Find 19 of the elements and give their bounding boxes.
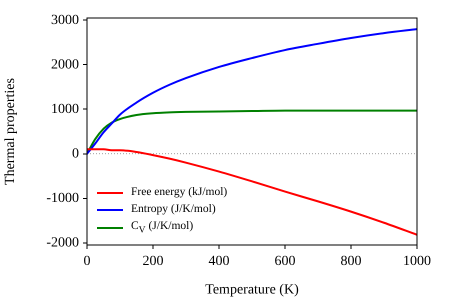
legend-label: Entropy (J/K/mol) bbox=[131, 202, 216, 217]
y-tick-label: 2000 bbox=[51, 57, 79, 72]
x-tick-label: 200 bbox=[142, 254, 164, 270]
x-axis-title: Temperature (K) bbox=[205, 282, 300, 298]
y-tick-label: 0 bbox=[72, 146, 79, 162]
line-series bbox=[87, 28, 417, 155]
x-tick-label: 1000 bbox=[403, 254, 431, 270]
x-tick-label: 800 bbox=[340, 254, 362, 270]
y-tick-label: -2000 bbox=[46, 235, 79, 250]
y-tick-label: -1000 bbox=[46, 190, 79, 206]
y-tick-label: 3000 bbox=[51, 12, 79, 28]
x-tick-label: 0 bbox=[84, 254, 90, 270]
legend-label: C$_{V}$ (J/K/mol) bbox=[131, 219, 194, 238]
y-tick-label: 1000 bbox=[51, 102, 79, 117]
x-tick-label: 400 bbox=[208, 254, 230, 270]
legend-label: Free energy (kJ/mol) bbox=[131, 185, 228, 200]
line-series bbox=[87, 148, 417, 236]
x-tick-label: 600 bbox=[274, 254, 296, 270]
y-axis-title: Thermal properties bbox=[3, 78, 18, 185]
